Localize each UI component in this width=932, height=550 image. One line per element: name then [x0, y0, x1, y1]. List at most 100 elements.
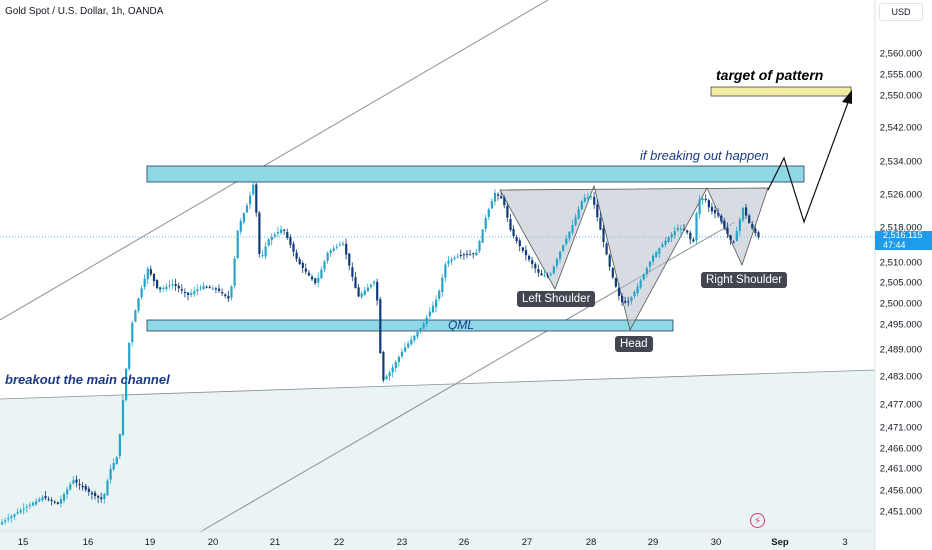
candle-body: [757, 232, 760, 237]
candle-body: [664, 240, 667, 245]
last-price-tag: 2,516.115 47:44: [875, 230, 932, 250]
candle-body: [177, 285, 180, 289]
candle-body: [503, 197, 506, 206]
candle-body: [748, 215, 751, 224]
projection-path[interactable]: [767, 96, 851, 224]
time-tick-label: 26: [458, 537, 470, 548]
resistance-zone[interactable]: [146, 165, 805, 183]
candle-body: [218, 288, 221, 291]
projection-arrowhead: [842, 90, 852, 104]
candle-body: [416, 331, 419, 337]
candle-body: [292, 243, 295, 252]
candle-body: [363, 290, 366, 295]
candle-body: [518, 240, 521, 247]
candle-body: [267, 239, 270, 246]
candle-body: [255, 184, 258, 213]
currency-button[interactable]: USD: [879, 3, 923, 21]
candle-body: [478, 241, 481, 252]
left-shoulder-tag[interactable]: Left Shoulder: [517, 291, 596, 307]
candle-body: [121, 400, 125, 436]
candle-body: [10, 516, 13, 519]
candle-body: [19, 510, 22, 513]
candle-body: [283, 229, 286, 231]
candle-body: [559, 251, 562, 259]
candle-body: [583, 197, 586, 202]
candle-body: [732, 241, 735, 243]
time-tick-label: 15: [17, 537, 29, 548]
candle-body: [397, 356, 400, 363]
candle-body: [422, 323, 425, 329]
target-zone[interactable]: [710, 86, 852, 97]
candle-body: [125, 368, 128, 400]
candle-body: [211, 288, 214, 290]
candle-body: [41, 497, 44, 501]
time-tick-label: 21: [269, 537, 281, 548]
candle-body: [698, 199, 701, 215]
head-shoulders-pattern[interactable]: [499, 184, 769, 332]
candle-body: [611, 268, 614, 278]
candle-body: [500, 196, 503, 199]
target-label[interactable]: target of pattern: [716, 67, 824, 83]
candle-body: [146, 268, 149, 280]
candle-body: [376, 281, 379, 301]
qml-label[interactable]: QML: [448, 318, 475, 332]
candle-body: [661, 244, 664, 247]
candle-body: [639, 280, 642, 288]
price-tick-label: 2,505.000: [879, 277, 922, 289]
candle-body: [183, 291, 187, 293]
candle-body: [335, 246, 338, 248]
breakout-label[interactable]: if breaking out happen: [640, 148, 769, 163]
candle-body: [345, 243, 348, 255]
candle-body: [599, 217, 602, 230]
candle-body: [261, 255, 264, 257]
channel-upper-line[interactable]: [0, 0, 549, 321]
right-shoulder-tag[interactable]: Right Shoulder: [701, 272, 788, 288]
candle-body: [534, 264, 537, 269]
time-tick-label: 19: [144, 537, 156, 548]
candle-body: [59, 499, 63, 504]
candle-body: [140, 288, 143, 298]
lightning-icon[interactable]: ⚡: [750, 513, 765, 528]
candle-body: [162, 287, 165, 289]
candle-body: [264, 246, 267, 257]
candle-body: [357, 287, 360, 297]
candle-body: [444, 264, 447, 278]
candle-body: [323, 261, 326, 270]
candle-body: [745, 207, 748, 216]
candle-body: [205, 286, 208, 288]
candle-body: [428, 311, 431, 317]
price-tick-label: 2,489.000: [879, 344, 922, 356]
candle-body: [171, 284, 174, 286]
candle-body: [648, 262, 652, 267]
candle-body: [258, 212, 261, 254]
candle-body: [571, 225, 574, 233]
candle-body: [490, 201, 493, 209]
candle-body: [4, 520, 7, 522]
candle-body: [25, 506, 28, 508]
candle-body: [586, 196, 590, 199]
head-tag[interactable]: Head: [615, 336, 653, 352]
candle-body: [180, 289, 183, 291]
candle-body: [100, 497, 103, 500]
candle-body: [134, 310, 137, 322]
candle-body: [466, 254, 469, 256]
candle-body: [379, 299, 382, 354]
candle-body: [435, 299, 438, 308]
candle-body: [69, 484, 72, 490]
price-tick-label: 2,560.000: [879, 48, 922, 60]
qml-zone[interactable]: [146, 319, 674, 332]
candle-body: [273, 234, 276, 237]
candle-body: [149, 269, 152, 275]
candle-body: [676, 228, 679, 230]
candle-body: [230, 286, 233, 298]
candle-body: [484, 218, 487, 229]
price-tick-label: 2,534.000: [879, 156, 922, 168]
candle-body: [683, 229, 686, 231]
candle-body: [190, 293, 193, 296]
candle-body: [552, 266, 555, 274]
candle-body: [289, 237, 292, 245]
candle-body: [320, 269, 323, 279]
candle-body: [497, 194, 500, 196]
channel-breakout-label[interactable]: breakout the main channel: [5, 372, 170, 387]
